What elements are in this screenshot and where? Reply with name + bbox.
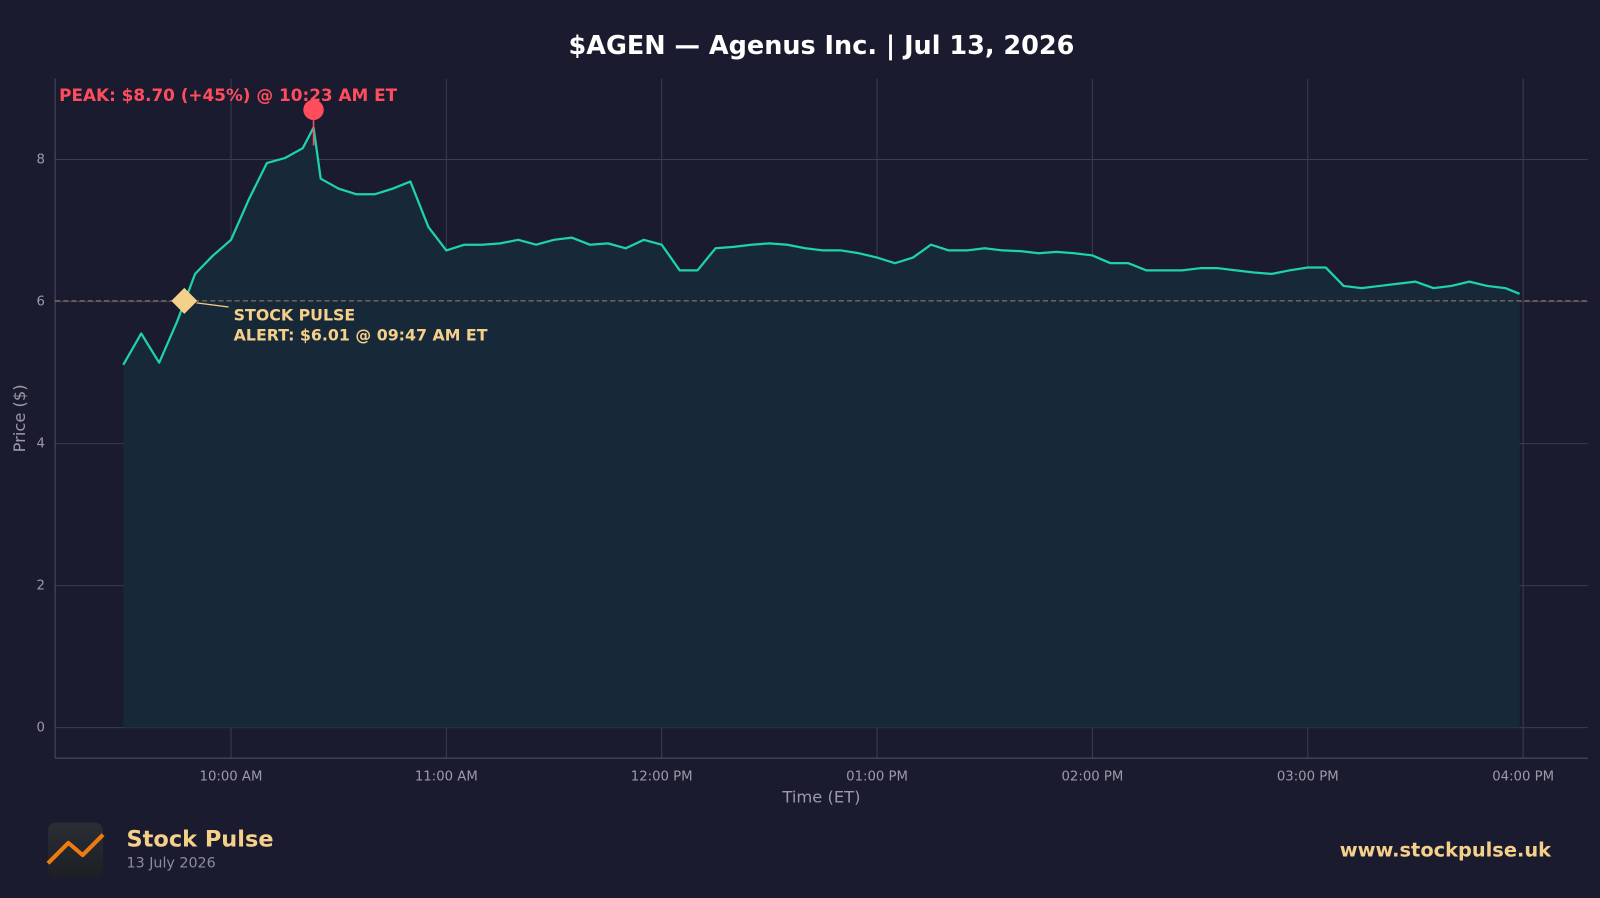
x-tick-label: 12:00 PM [631,770,693,785]
y-tick-label: 8 [36,153,44,168]
alert-label: ALERT: $6.01 @ 09:47 AM ET [234,326,488,345]
logo [46,822,105,878]
logo-mark [46,833,105,865]
y-tick-label: 4 [36,437,44,452]
alert-marker [171,287,198,314]
y-tick-label: 2 [36,579,44,594]
x-tick-label: 03:00 PM [1277,770,1339,785]
x-tick-label: 04:00 PM [1492,770,1554,785]
chart-title: $AGEN — Agenus Inc. | Jul 13, 2026 [568,31,1074,61]
x-tick-label: 10:00 AM [200,770,263,785]
y-tick-label: 6 [36,295,44,310]
y-axis-label: Price ($) [10,384,29,452]
brand-name: Stock Pulse [127,826,274,852]
brand-date: 13 July 2026 [127,855,216,871]
alert-connector [196,302,229,308]
plot-area: 0 2 4 6 8 10:00 AM 11:00 AM 12:00 PM 01:00 PM 02:… [36,78,1588,785]
x-axis-label: Time (ET) [781,787,860,806]
x-tick-label: 11:00 AM [415,770,478,785]
x-tick-label: 02:00 PM [1062,770,1124,785]
website-url: www.stockpulse.uk [1340,839,1552,862]
x-tick-label: 01:00 PM [846,770,908,785]
alert-label: STOCK PULSE [234,306,356,325]
peak-label: PEAK: $8.70 (+45%) @ 10:23 AM ET [59,85,397,105]
peak-marker [303,99,324,121]
price-area [123,127,1520,728]
y-tick-label: 0 [36,721,44,736]
price-line [122,126,1521,366]
